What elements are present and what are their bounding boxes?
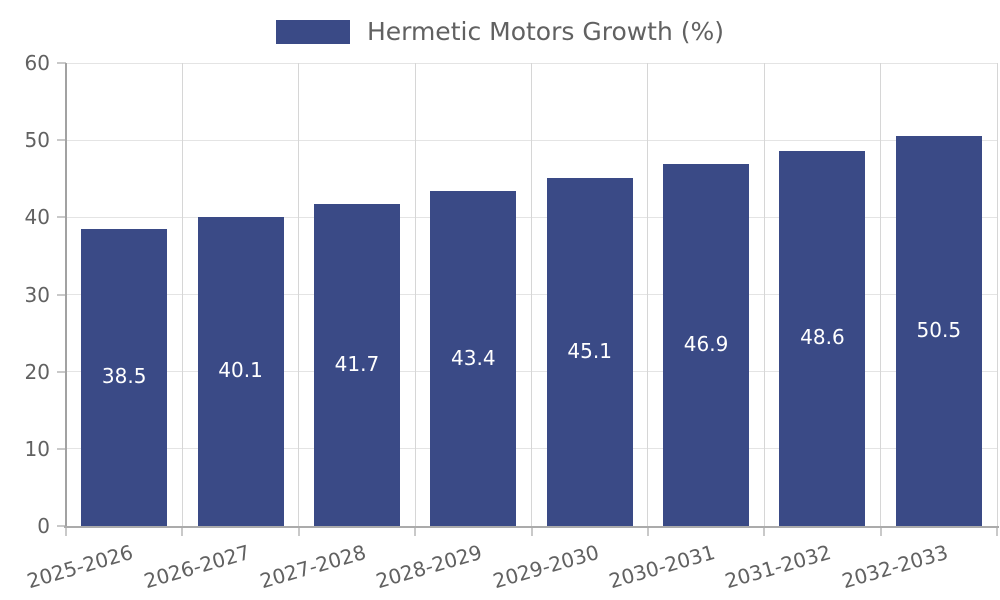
y-axis-tick-label: 0: [37, 514, 50, 538]
y-axis-line: [65, 63, 67, 528]
y-axis-tick: [57, 139, 66, 142]
y-axis-tick-label: 40: [24, 205, 50, 230]
gridline-vertical: [414, 63, 416, 526]
y-axis-tick: [57, 447, 66, 450]
bar-value-label: 41.7: [334, 352, 380, 377]
x-axis-tick: [181, 528, 184, 536]
x-axis-tick-label: 2031-2032: [722, 540, 835, 594]
gridline-vertical: [763, 63, 765, 526]
legend-label: Hermetic Motors Growth (%): [366, 17, 725, 46]
y-axis-tick: [57, 62, 66, 64]
y-axis-tick: [57, 216, 66, 219]
x-axis-tick: [297, 528, 300, 536]
bar-value-label: 38.5: [101, 364, 147, 389]
x-axis-tick-label: 2030-2031: [606, 540, 718, 594]
gridline-vertical: [531, 63, 532, 526]
x-axis-tick-label: 2027-2028: [257, 540, 369, 594]
y-axis-tick-label: 30: [24, 282, 50, 307]
bar: [546, 177, 633, 526]
bar-value-label: 48.6: [800, 325, 845, 350]
x-axis-tick: [414, 528, 417, 536]
bar: [197, 216, 284, 526]
x-axis-tick: [65, 528, 67, 536]
x-axis-tick-label: 2026-2027: [140, 540, 253, 594]
x-axis-tick: [763, 528, 766, 536]
plot-area: 0 10 20 30 40 50 60 38.5 2025-2026 40.1 2026-2027 4…: [24, 51, 999, 593]
bar: [430, 191, 517, 526]
x-axis-tick-label: 2025-2026: [24, 540, 136, 594]
x-axis-tick-label: 2032-2033: [839, 540, 951, 594]
gridline-vertical: [298, 63, 300, 526]
x-axis-tick-label: 2028-2029: [373, 540, 485, 594]
bar: [895, 136, 982, 526]
gridline-vertical: [880, 63, 882, 526]
bar-value-label: 45.1: [567, 338, 612, 363]
gridline-vertical: [181, 63, 183, 526]
bar: [779, 150, 866, 526]
bar: [313, 204, 400, 526]
legend: Hermetic Motors Growth (%): [0, 17, 1000, 46]
bar-value-label: 46.9: [683, 332, 729, 357]
x-axis-line: [64, 526, 999, 528]
legend-swatch: [275, 19, 350, 44]
y-axis-tick: [57, 525, 66, 527]
bar-value-label: 50.5: [916, 318, 962, 343]
y-axis-tick-label: 20: [24, 359, 50, 384]
gridline-vertical: [996, 63, 998, 526]
y-axis-tick: [57, 370, 66, 373]
x-axis-tick: [879, 528, 882, 536]
y-axis-tick-label: 10: [24, 436, 50, 461]
y-axis-tick-label: 50: [24, 128, 50, 153]
x-axis-tick-label: 2029-2030: [489, 540, 602, 594]
bar: [81, 228, 168, 526]
x-axis-tick: [530, 528, 533, 536]
bar-value-label: 43.4: [451, 345, 496, 370]
gridline-vertical: [647, 63, 649, 526]
bar-value-label: 40.1: [218, 358, 263, 383]
y-axis-tick: [57, 293, 66, 296]
x-axis-tick: [646, 528, 649, 536]
y-axis-tick-label: 60: [24, 51, 50, 75]
x-axis-tick: [996, 528, 998, 536]
bar: [663, 164, 750, 526]
